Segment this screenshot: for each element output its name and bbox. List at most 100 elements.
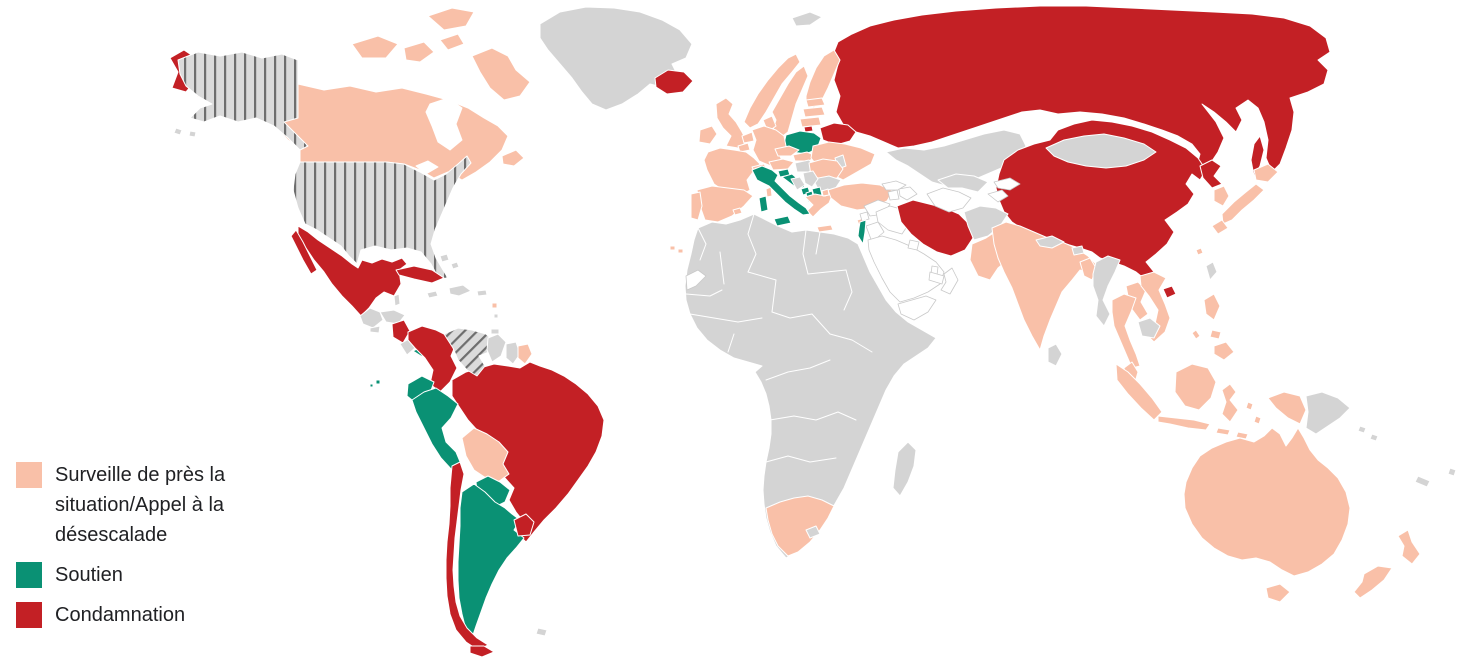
country-el-salvador bbox=[369, 325, 381, 334]
country-suriname bbox=[505, 341, 521, 365]
hudson-bay bbox=[425, 97, 463, 151]
country-georgia bbox=[881, 180, 907, 191]
country-saudi-arabia bbox=[867, 235, 945, 303]
country-tajikistan bbox=[987, 189, 1009, 203]
country-austria bbox=[768, 158, 795, 171]
country-lebanon bbox=[859, 211, 870, 222]
lesser-antilles bbox=[493, 313, 499, 319]
country-venezuela bbox=[443, 327, 496, 377]
region-africa bbox=[684, 213, 937, 559]
country-bhutan bbox=[1071, 245, 1085, 256]
country-spain bbox=[696, 185, 754, 223]
country-greenland bbox=[539, 6, 693, 111]
country-kuwait bbox=[907, 239, 920, 251]
country-philippines-luzon bbox=[1203, 293, 1221, 321]
country-madagascar bbox=[892, 441, 917, 497]
country-israel bbox=[857, 219, 867, 245]
country-australia bbox=[1183, 427, 1351, 577]
country-nicaragua bbox=[391, 319, 411, 344]
country-uzbekistan bbox=[937, 173, 989, 193]
country-australia-tasmania bbox=[1265, 583, 1291, 603]
great-lakes bbox=[415, 160, 439, 175]
country-north-korea bbox=[1199, 159, 1223, 189]
country-canada-arctic-small bbox=[439, 33, 465, 51]
country-france bbox=[703, 147, 761, 197]
country-japan-kyushu bbox=[1211, 219, 1229, 235]
country-indonesia-java bbox=[1157, 415, 1211, 431]
country-indonesia-west-papua bbox=[1267, 391, 1307, 425]
country-uruguay bbox=[513, 513, 535, 537]
country-indonesia-lesser-sunda bbox=[1215, 427, 1249, 440]
country-portugal bbox=[690, 191, 703, 221]
country-armenia bbox=[887, 189, 900, 201]
country-united-states bbox=[292, 155, 472, 280]
country-turkmenistan bbox=[926, 187, 972, 213]
country-iceland bbox=[654, 69, 694, 95]
country-fiji bbox=[1447, 467, 1457, 477]
legend-label-monitoring: Surveille de près la situation/Appel à l… bbox=[55, 464, 226, 546]
country-indonesia-sulawesi bbox=[1221, 383, 1239, 423]
country-bolivia bbox=[461, 427, 510, 483]
country-finland bbox=[805, 49, 841, 109]
country-papua-new-guinea bbox=[1305, 391, 1351, 435]
country-hispaniola bbox=[448, 284, 472, 297]
country-russia-kaliningrad bbox=[803, 125, 814, 133]
country-falklands bbox=[535, 627, 548, 637]
country-uae bbox=[928, 271, 945, 285]
country-myanmar bbox=[1092, 255, 1121, 327]
country-united-states-alaska bbox=[177, 51, 309, 151]
country-china-hainan bbox=[1162, 285, 1177, 299]
legend: Surveille de près la situation/Appel à l… bbox=[16, 460, 276, 640]
country-canada-ellesmere bbox=[427, 7, 475, 31]
country-canary-islands bbox=[669, 245, 684, 254]
country-guadeloupe bbox=[491, 302, 498, 309]
country-oman bbox=[940, 267, 959, 295]
country-greece-crete bbox=[816, 224, 834, 233]
country-latvia bbox=[802, 106, 826, 118]
country-iran bbox=[896, 199, 974, 257]
country-philippines-visayas bbox=[1209, 329, 1222, 340]
country-peru bbox=[411, 387, 462, 471]
country-chile bbox=[445, 461, 489, 651]
legend-swatch-support bbox=[16, 562, 42, 588]
legend-label-condemnation: Condamnation bbox=[55, 604, 186, 626]
country-south-africa bbox=[765, 495, 835, 557]
country-mongolia bbox=[1045, 133, 1157, 169]
country-philippines-mindanao bbox=[1213, 341, 1235, 361]
country-ecuador-galapagos bbox=[369, 379, 381, 388]
legend-item-condemnation: Condamnation bbox=[16, 600, 276, 630]
country-canada-baffin bbox=[471, 47, 531, 101]
country-france-corsica bbox=[765, 186, 773, 198]
country-argentina bbox=[457, 483, 525, 639]
legend-item-monitoring: Surveille de près la situation/Appel à l… bbox=[16, 460, 276, 550]
country-jamaica bbox=[426, 290, 439, 299]
country-indonesia-borneo bbox=[1174, 363, 1217, 411]
country-philippines-palawan bbox=[1191, 329, 1201, 340]
country-svalbard bbox=[791, 11, 823, 27]
country-indonesia-sumatra bbox=[1115, 363, 1163, 421]
legend-label-support: Soutien bbox=[55, 564, 123, 586]
country-estonia bbox=[805, 97, 826, 108]
country-italy-sicily bbox=[773, 215, 792, 227]
country-turkey-thrace bbox=[821, 188, 830, 197]
country-vietnam bbox=[1139, 271, 1171, 343]
country-mexico bbox=[297, 225, 408, 317]
country-japan-okinawa bbox=[1195, 247, 1204, 256]
country-guyana bbox=[486, 333, 507, 363]
legend-swatch-condemnation bbox=[16, 602, 42, 628]
country-south-korea bbox=[1213, 185, 1230, 207]
country-japan-hokkaido bbox=[1253, 163, 1279, 183]
country-jordan bbox=[865, 221, 885, 243]
aleutian-islands bbox=[173, 127, 197, 138]
country-cuba bbox=[395, 265, 445, 284]
country-canada-newfoundland bbox=[501, 149, 525, 167]
country-bahamas bbox=[439, 253, 460, 270]
country-new-caledonia bbox=[1414, 475, 1431, 488]
country-new-zealand-north bbox=[1397, 529, 1421, 565]
country-nepal bbox=[1035, 235, 1065, 249]
legend-item-support: Soutien bbox=[16, 560, 276, 590]
country-belarus bbox=[819, 122, 857, 146]
legend-swatch-monitoring bbox=[16, 462, 42, 488]
